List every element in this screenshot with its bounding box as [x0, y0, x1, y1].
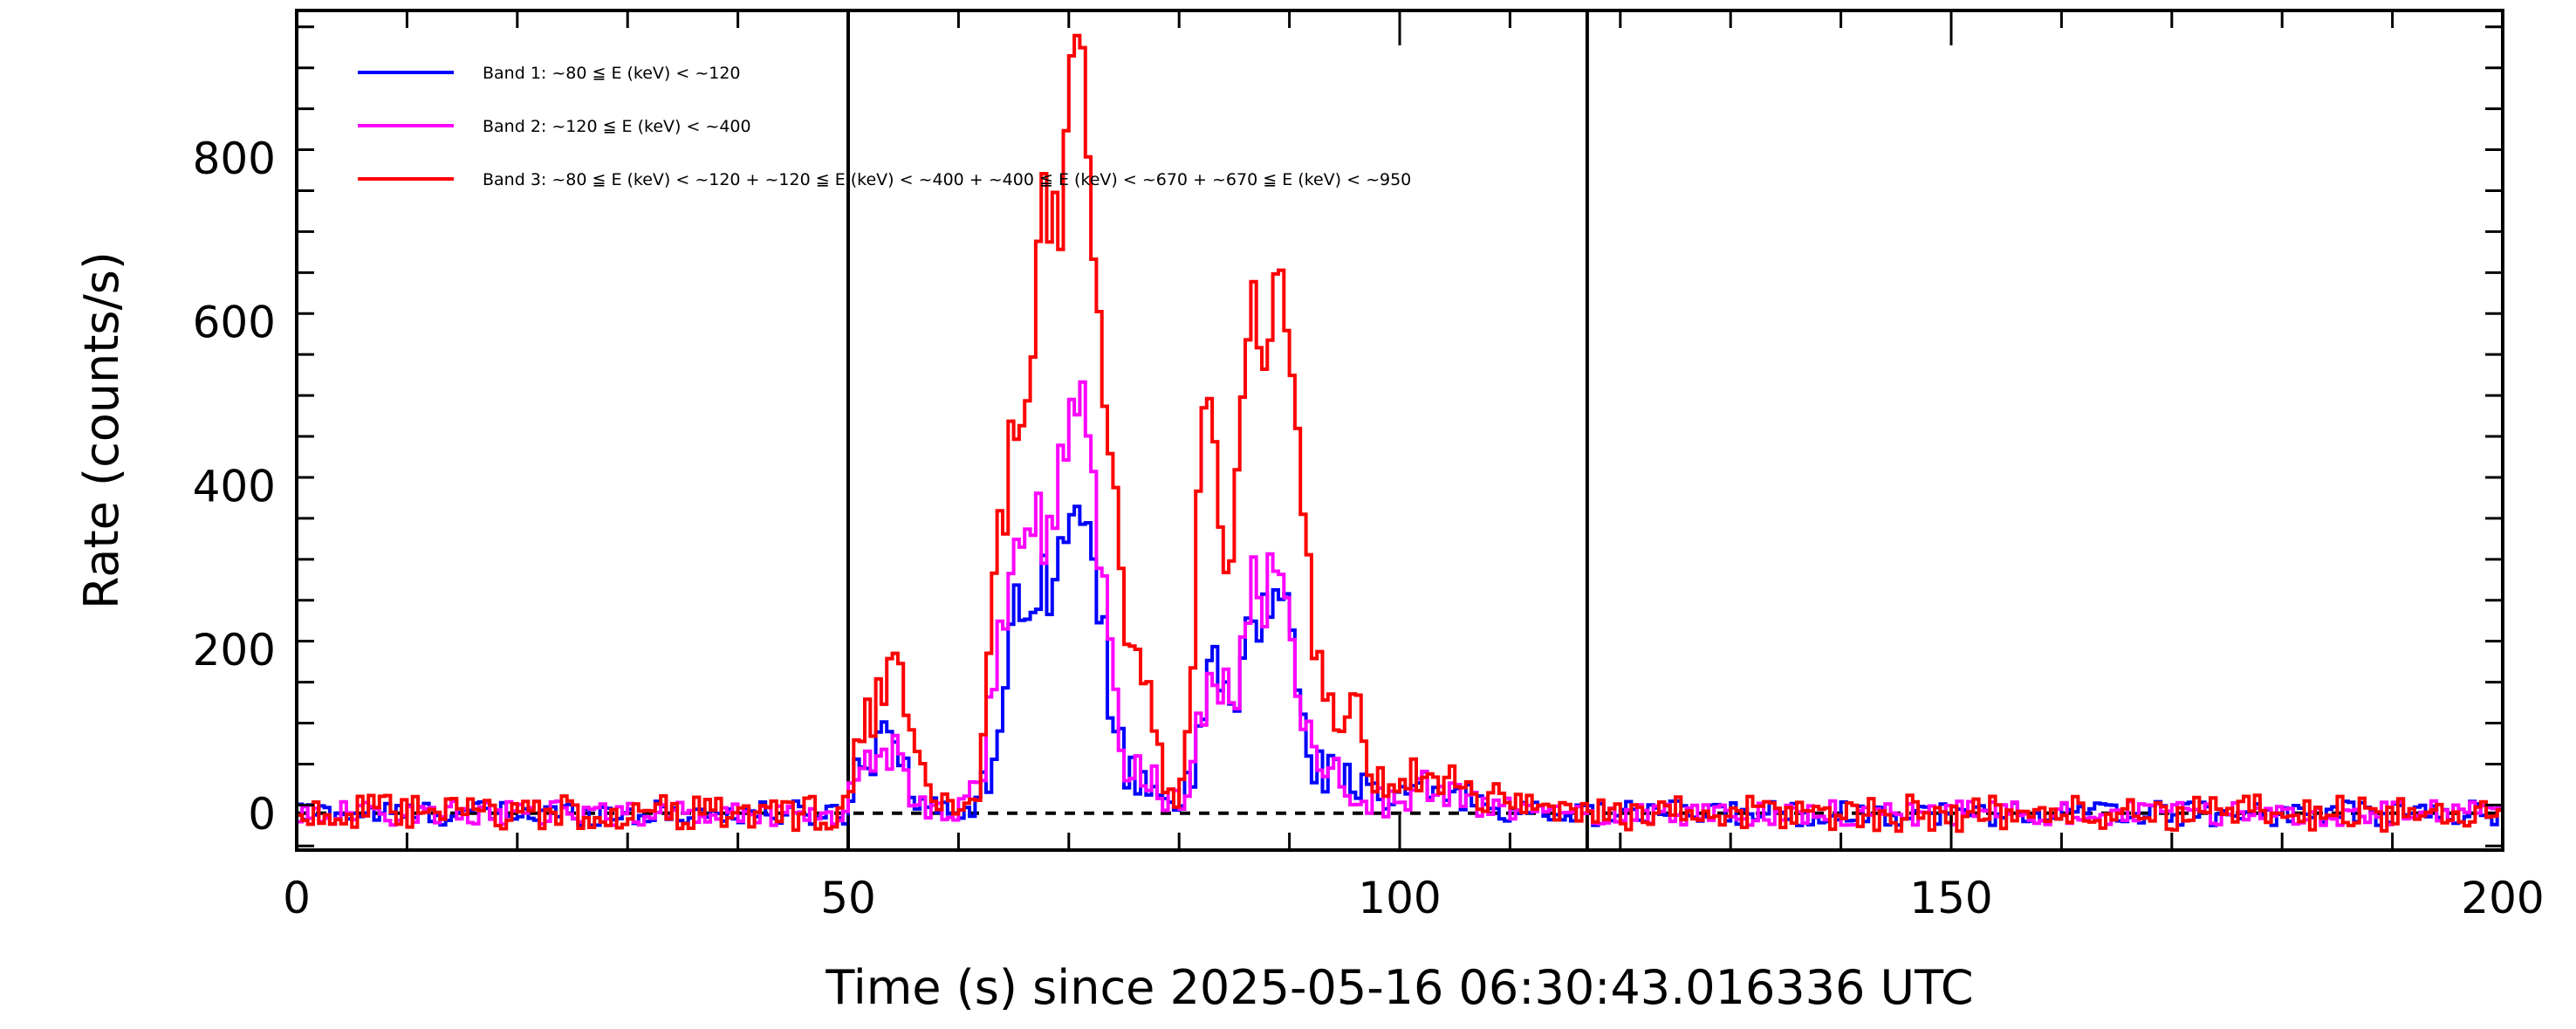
- legend-label: Band 1: ~80 ≦ E (keV) < ~120: [483, 64, 741, 83]
- series-line-band-1: [297, 504, 2503, 827]
- series-line-band-3: [297, 33, 2503, 833]
- legend-label: Band 3: ~80 ≦ E (keV) < ~120 + ~120 ≦ E …: [483, 170, 1411, 189]
- axes: [295, 9, 2504, 852]
- reference-lines: [297, 10, 2503, 850]
- legend-label: Band 2: ~120 ≦ E (keV) < ~400: [483, 117, 751, 136]
- x-axis-title: Time (s) since 2025-05-16 06:30:43.01633…: [825, 960, 1973, 1015]
- x-tick-label: 50: [820, 873, 876, 923]
- series-layer: [297, 33, 2503, 833]
- x-tick-label: 200: [2461, 873, 2544, 923]
- plot-frame: [295, 9, 2504, 852]
- x-tick-label: 150: [1909, 873, 1992, 923]
- y-tick-label: 400: [193, 461, 276, 511]
- tick-marks: [295, 10, 2504, 850]
- y-tick-label: 800: [193, 134, 276, 184]
- tick-labels: 0 50 100 150 200 0 200 400 600 800: [193, 134, 2545, 923]
- x-tick-label: 0: [283, 873, 311, 923]
- y-tick-label: 0: [248, 789, 276, 840]
- y-tick-label: 600: [193, 298, 276, 348]
- y-tick-label: 200: [193, 625, 276, 676]
- x-tick-label: 100: [1358, 873, 1441, 923]
- series-line-band-2: [297, 380, 2503, 827]
- y-axis-title: Rate (counts/s): [74, 251, 129, 609]
- legend: Band 1: ~80 ≦ E (keV) < ~120 Band 2: ~120…: [358, 64, 1411, 189]
